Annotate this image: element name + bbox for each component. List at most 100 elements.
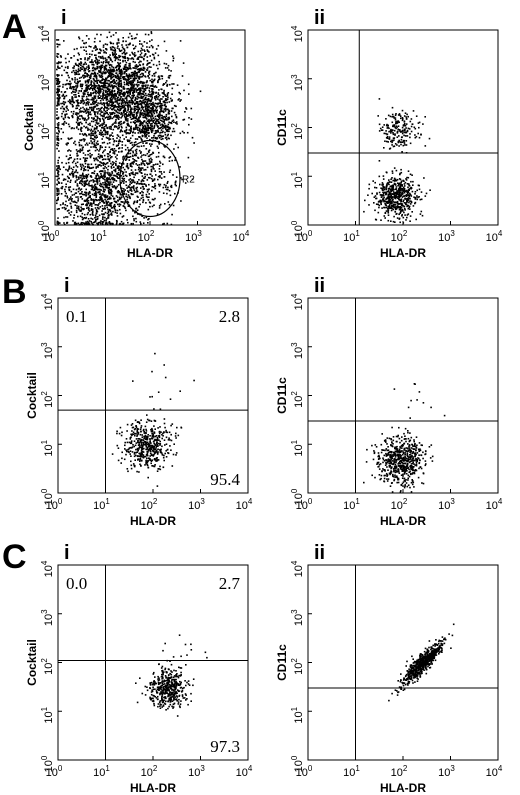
event-dot bbox=[169, 127, 171, 130]
event-dot bbox=[146, 114, 148, 117]
event-dot bbox=[414, 193, 416, 195]
event-dot bbox=[75, 63, 77, 66]
x-tick-exponent: 3 bbox=[197, 229, 202, 238]
event-dot bbox=[134, 72, 136, 75]
event-dot bbox=[112, 222, 114, 225]
event-dot bbox=[130, 190, 133, 192]
event-dot bbox=[141, 130, 144, 132]
event-dot bbox=[108, 94, 110, 97]
event-dot bbox=[75, 113, 77, 115]
event-dot bbox=[148, 46, 151, 49]
event-dot bbox=[151, 88, 154, 90]
event-dot bbox=[136, 33, 138, 36]
event-dot bbox=[134, 174, 137, 176]
event-dot bbox=[110, 48, 112, 51]
event-dot bbox=[80, 58, 82, 60]
event-dot bbox=[142, 86, 144, 88]
event-dot bbox=[70, 156, 72, 159]
event-dot bbox=[150, 104, 152, 107]
event-dot bbox=[151, 123, 153, 125]
event-dot bbox=[78, 37, 81, 40]
event-dot bbox=[398, 218, 401, 220]
event-dot bbox=[57, 165, 60, 167]
event-dot bbox=[142, 106, 144, 109]
event-dot bbox=[110, 162, 112, 165]
event-dot bbox=[139, 82, 142, 84]
event-dot bbox=[157, 103, 159, 105]
event-dot bbox=[109, 92, 112, 94]
event-dot bbox=[91, 103, 93, 106]
event-dot bbox=[98, 157, 101, 159]
event-dot bbox=[93, 170, 96, 172]
event-dot bbox=[404, 209, 406, 211]
event-dot bbox=[141, 108, 144, 110]
event-dot bbox=[152, 80, 154, 83]
event-dot bbox=[129, 93, 131, 95]
event-dot bbox=[158, 76, 161, 79]
event-dot bbox=[78, 122, 80, 125]
event-dot bbox=[145, 87, 147, 90]
event-dot bbox=[68, 138, 70, 141]
event-dot bbox=[384, 206, 386, 209]
event-dot bbox=[57, 188, 60, 190]
event-dot bbox=[146, 129, 148, 132]
event-dot bbox=[89, 124, 91, 126]
event-dot bbox=[375, 203, 378, 205]
event-dot bbox=[92, 107, 95, 110]
event-dot bbox=[395, 191, 397, 194]
event-dot bbox=[93, 91, 95, 94]
event-dot bbox=[67, 150, 69, 152]
event-dot bbox=[89, 202, 92, 204]
event-dot bbox=[153, 135, 155, 137]
event-dot bbox=[191, 136, 194, 139]
event-dot bbox=[133, 37, 136, 40]
event-dot bbox=[75, 107, 77, 110]
event-dot bbox=[133, 159, 136, 161]
event-dot bbox=[384, 202, 386, 205]
event-dot bbox=[108, 64, 111, 67]
event-dot bbox=[122, 76, 124, 79]
event-dot bbox=[136, 111, 138, 114]
event-dot bbox=[110, 213, 112, 216]
event-dot bbox=[58, 88, 60, 91]
event-dot bbox=[177, 146, 179, 149]
event-dot bbox=[100, 129, 102, 132]
event-dot bbox=[82, 172, 84, 175]
event-dot bbox=[127, 87, 129, 90]
event-dot bbox=[85, 119, 88, 121]
event-dot bbox=[77, 154, 79, 157]
event-dot bbox=[68, 125, 71, 128]
event-dot bbox=[132, 116, 135, 119]
event-dot bbox=[143, 132, 146, 134]
event-dot bbox=[102, 49, 105, 52]
event-dot bbox=[133, 48, 135, 50]
event-dot bbox=[115, 200, 117, 203]
event-dot bbox=[88, 65, 90, 68]
event-dot bbox=[146, 111, 148, 114]
event-dot bbox=[113, 179, 116, 181]
event-dot bbox=[159, 176, 161, 179]
event-dot bbox=[150, 115, 152, 117]
event-dot bbox=[143, 89, 146, 91]
event-dot bbox=[92, 120, 95, 123]
event-dot bbox=[164, 95, 167, 97]
event-dot bbox=[136, 164, 139, 166]
event-dot bbox=[101, 75, 104, 78]
event-dot bbox=[113, 104, 115, 107]
event-dot bbox=[116, 87, 118, 89]
event-dot bbox=[140, 76, 142, 78]
event-dot bbox=[160, 105, 163, 107]
event-dot bbox=[138, 149, 141, 152]
event-dot bbox=[173, 104, 176, 107]
event-dot bbox=[152, 165, 154, 168]
event-dot bbox=[95, 137, 97, 139]
event-dot bbox=[125, 97, 128, 100]
event-dot bbox=[124, 78, 126, 80]
event-dot bbox=[99, 145, 102, 147]
event-dot bbox=[154, 183, 156, 185]
event-dot bbox=[83, 213, 86, 216]
event-dot bbox=[143, 163, 145, 165]
event-dot bbox=[137, 132, 140, 134]
event-dot bbox=[89, 84, 92, 86]
